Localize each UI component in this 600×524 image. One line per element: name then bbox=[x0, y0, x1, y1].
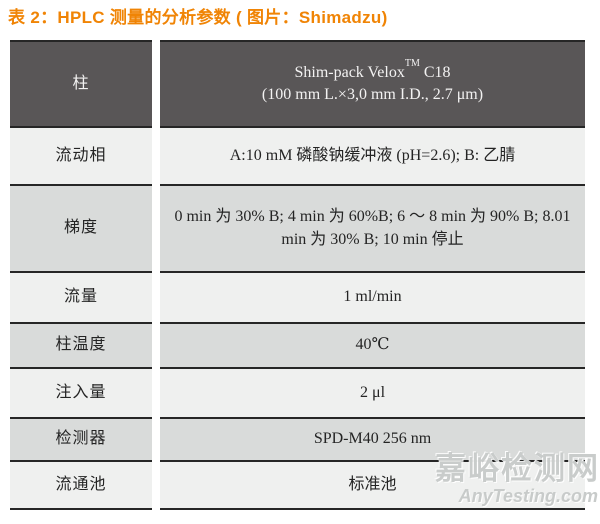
row-label-column-temperature: 柱温度 bbox=[10, 324, 152, 369]
column-divider bbox=[152, 419, 160, 462]
trademark-superscript: TM bbox=[404, 58, 420, 70]
column-brand-line: Shim-pack VeloxTM C18 bbox=[294, 59, 451, 84]
column-divider bbox=[152, 128, 160, 186]
row-label-injection-volume: 注入量 bbox=[10, 369, 152, 419]
column-spec: (100 mm L.×3,0 mm I.D., 2.7 μm) bbox=[261, 86, 484, 103]
row-label-column: 柱 bbox=[10, 40, 152, 128]
row-label-flow-rate: 流量 bbox=[10, 273, 152, 324]
row-value-column: Shim-pack VeloxTM C18 (100 mm L.×3,0 mm I… bbox=[160, 40, 585, 128]
row-label-detector: 检测器 bbox=[10, 419, 152, 462]
column-divider bbox=[152, 462, 160, 510]
row-value-column-temperature: 40℃ bbox=[160, 324, 585, 369]
row-label-mobile-phase: 流动相 bbox=[10, 128, 152, 186]
column-model: C18 bbox=[423, 63, 451, 81]
table-row-flow-cell: 流通池 标准池 bbox=[10, 462, 585, 510]
table-row-detector: 检测器 SPD-M40 256 nm bbox=[10, 419, 585, 462]
column-divider bbox=[152, 40, 160, 128]
row-label-flow-cell: 流通池 bbox=[10, 462, 152, 510]
row-value-gradient: 0 min 为 30% B; 4 min 为 60%B; 6 ～ 8 min 为… bbox=[160, 186, 585, 273]
table-row-mobile-phase: 流动相 A:10 mM 磷酸钠缓冲液 (pH=2.6); B: 乙腈 bbox=[10, 128, 585, 186]
column-divider bbox=[152, 186, 160, 273]
row-value-flow-rate: 1 ml/min bbox=[160, 273, 585, 324]
table-row-flow-rate: 流量 1 ml/min bbox=[10, 273, 585, 324]
column-divider bbox=[152, 324, 160, 369]
column-divider bbox=[152, 369, 160, 419]
table-row-gradient: 梯度 0 min 为 30% B; 4 min 为 60%B; 6 ～ 8 mi… bbox=[10, 186, 585, 273]
page-title: 表 2：HPLC 测量的分析参数 ( 图片：Shimadzu) bbox=[8, 8, 388, 27]
row-value-injection-volume: 2 μl bbox=[160, 369, 585, 419]
hplc-parameters-table: 柱 Shim-pack VeloxTM C18 (100 mm L.×3,0 mm… bbox=[10, 40, 585, 510]
table-row-column-temperature: 柱温度 40℃ bbox=[10, 324, 585, 369]
column-divider bbox=[152, 273, 160, 324]
row-label-gradient: 梯度 bbox=[10, 186, 152, 273]
table-row-column: 柱 Shim-pack VeloxTM C18 (100 mm L.×3,0 mm… bbox=[10, 40, 585, 128]
row-value-flow-cell: 标准池 bbox=[160, 462, 585, 510]
row-value-mobile-phase: A:10 mM 磷酸钠缓冲液 (pH=2.6); B: 乙腈 bbox=[160, 128, 585, 186]
row-value-detector: SPD-M40 256 nm bbox=[160, 419, 585, 462]
column-brand: Shim-pack Velox bbox=[294, 63, 405, 81]
table-row-injection-volume: 注入量 2 μl bbox=[10, 369, 585, 419]
